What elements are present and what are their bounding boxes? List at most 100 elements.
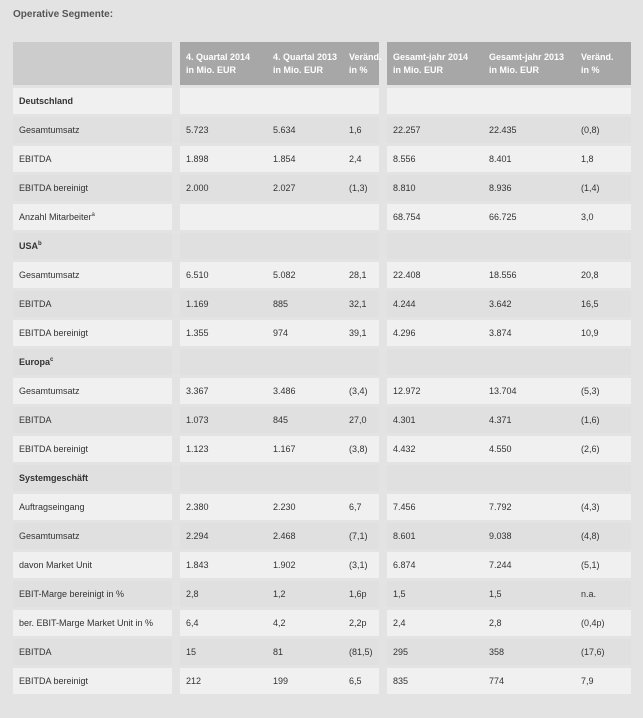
cell-q-change: (1,3) (343, 175, 387, 201)
cell-fy-2014: 4.432 (387, 436, 483, 462)
cell-fy-change: (1,6) (575, 407, 631, 433)
cell-fy-2013 (483, 349, 575, 375)
cell-fy-2014: 22.257 (387, 117, 483, 143)
section-label: Deutschland (13, 88, 180, 114)
cell-q-change (343, 233, 387, 259)
row-label: Gesamtumsatz (13, 378, 180, 404)
cell-q4-2013: 845 (267, 407, 343, 433)
cell-q4-2013: 5.082 (267, 262, 343, 288)
cell-fy-2014: 12.972 (387, 378, 483, 404)
cell-fy-change: 7,9 (575, 668, 631, 694)
col-header-q-change: Veränd. in % (343, 42, 387, 85)
header-row: 4. Quartal 2014 in Mio. EUR 4. Quartal 20… (13, 42, 631, 85)
table-row: EBITDA bereinigt 2.000 2.027 (1,3) 8.810 8.93… (13, 175, 631, 201)
row-label: Auftragseingang (13, 494, 180, 520)
cell-fy-2013 (483, 88, 575, 114)
table-row: Anzahl Mitarbeitera 68.754 66.725 3,0 (13, 204, 631, 230)
table-row: Auftragseingang 2.380 2.230 6,7 7.456 7.792 (4… (13, 494, 631, 520)
cell-fy-change (575, 88, 631, 114)
row-label: Gesamtumsatz (13, 523, 180, 549)
cell-fy-change: 3,0 (575, 204, 631, 230)
cell-fy-2013 (483, 465, 575, 491)
cell-q-change: 32,1 (343, 291, 387, 317)
cell-q4-2014: 5.723 (180, 117, 267, 143)
cell-q-change: (3,8) (343, 436, 387, 462)
row-label: EBITDA bereinigt (13, 436, 180, 462)
cell-fy-2013: 7.244 (483, 552, 575, 578)
cell-fy-2014 (387, 465, 483, 491)
cell-fy-2013: 3.642 (483, 291, 575, 317)
cell-q4-2014: 3.367 (180, 378, 267, 404)
cell-fy-2013: 4.550 (483, 436, 575, 462)
table-row: Gesamtumsatz 5.723 5.634 1,6 22.257 22.435 (0,… (13, 117, 631, 143)
footnote-marker: a (91, 212, 95, 218)
row-label: Gesamtumsatz (13, 262, 180, 288)
table-row: ber. EBIT-Marge Market Unit in % 6,4 4,2 2,… (13, 610, 631, 636)
page-title: Operative Segmente: (13, 9, 114, 20)
cell-fy-2013: 4.371 (483, 407, 575, 433)
cell-q-change (343, 88, 387, 114)
cell-fy-change (575, 465, 631, 491)
row-label: EBITDA (13, 291, 180, 317)
cell-fy-change: 10,9 (575, 320, 631, 346)
cell-fy-2014 (387, 88, 483, 114)
col-header-label (13, 42, 180, 85)
segments-table: 4. Quartal 2014 in Mio. EUR 4. Quartal 20… (13, 39, 631, 697)
cell-fy-2014 (387, 233, 483, 259)
row-label: EBITDA bereinigt (13, 320, 180, 346)
cell-fy-change: 16,5 (575, 291, 631, 317)
cell-q4-2014 (180, 233, 267, 259)
cell-q4-2013: 5.634 (267, 117, 343, 143)
cell-fy-change: 1,8 (575, 146, 631, 172)
section-row: USAb (13, 233, 631, 259)
table-row: EBITDA bereinigt 1.355 974 39,1 4.296 3.874 10… (13, 320, 631, 346)
cell-q4-2013: 2.027 (267, 175, 343, 201)
cell-q-change: 6,5 (343, 668, 387, 694)
cell-q4-2014: 212 (180, 668, 267, 694)
cell-q4-2014 (180, 88, 267, 114)
cell-fy-2014: 835 (387, 668, 483, 694)
cell-q4-2013: 885 (267, 291, 343, 317)
cell-q4-2014: 1.843 (180, 552, 267, 578)
cell-fy-change: (0,4p) (575, 610, 631, 636)
cell-q4-2013 (267, 233, 343, 259)
cell-q4-2013: 1.167 (267, 436, 343, 462)
cell-q-change: 1,6 (343, 117, 387, 143)
row-label: EBITDA bereinigt (13, 175, 180, 201)
cell-q4-2014 (180, 204, 267, 230)
cell-fy-2014: 4.296 (387, 320, 483, 346)
table-row: EBITDA 1.169 885 32,1 4.244 3.642 16,5 (13, 291, 631, 317)
cell-fy-2013: 22.435 (483, 117, 575, 143)
cell-q4-2014: 2.380 (180, 494, 267, 520)
cell-fy-2013: 1,5 (483, 581, 575, 607)
cell-fy-2014: 1,5 (387, 581, 483, 607)
cell-fy-2013: 3.874 (483, 320, 575, 346)
table-row: EBITDA 1.898 1.854 2,4 8.556 8.401 1,8 (13, 146, 631, 172)
cell-q-change: 1,6p (343, 581, 387, 607)
footnote-marker: b (38, 241, 42, 247)
cell-fy-2014: 8.556 (387, 146, 483, 172)
table-row: EBITDA 15 81 (81,5) 295 358 (17,6) (13, 639, 631, 665)
col-header-fy-change: Veränd. in % (575, 42, 631, 85)
cell-fy-2014: 68.754 (387, 204, 483, 230)
cell-fy-change: 20,8 (575, 262, 631, 288)
cell-q4-2013: 2.230 (267, 494, 343, 520)
cell-q4-2014: 2.000 (180, 175, 267, 201)
table-row: Gesamtumsatz 6.510 5.082 28,1 22.408 18.556 20… (13, 262, 631, 288)
cell-fy-change: (4,3) (575, 494, 631, 520)
cell-q4-2013: 1,2 (267, 581, 343, 607)
table-row: EBITDA bereinigt 1.123 1.167 (3,8) 4.432 4.55… (13, 436, 631, 462)
cell-q4-2014: 1.169 (180, 291, 267, 317)
cell-q-change (343, 349, 387, 375)
cell-fy-change: (17,6) (575, 639, 631, 665)
cell-fy-2014: 8.601 (387, 523, 483, 549)
cell-q4-2014: 2.294 (180, 523, 267, 549)
cell-fy-change: (5,1) (575, 552, 631, 578)
row-label: EBITDA (13, 407, 180, 433)
cell-q-change: 27,0 (343, 407, 387, 433)
section-row: Europac (13, 349, 631, 375)
footnote-marker: c (50, 357, 54, 363)
cell-fy-2014: 8.810 (387, 175, 483, 201)
cell-fy-2013: 358 (483, 639, 575, 665)
cell-q4-2013: 1.854 (267, 146, 343, 172)
